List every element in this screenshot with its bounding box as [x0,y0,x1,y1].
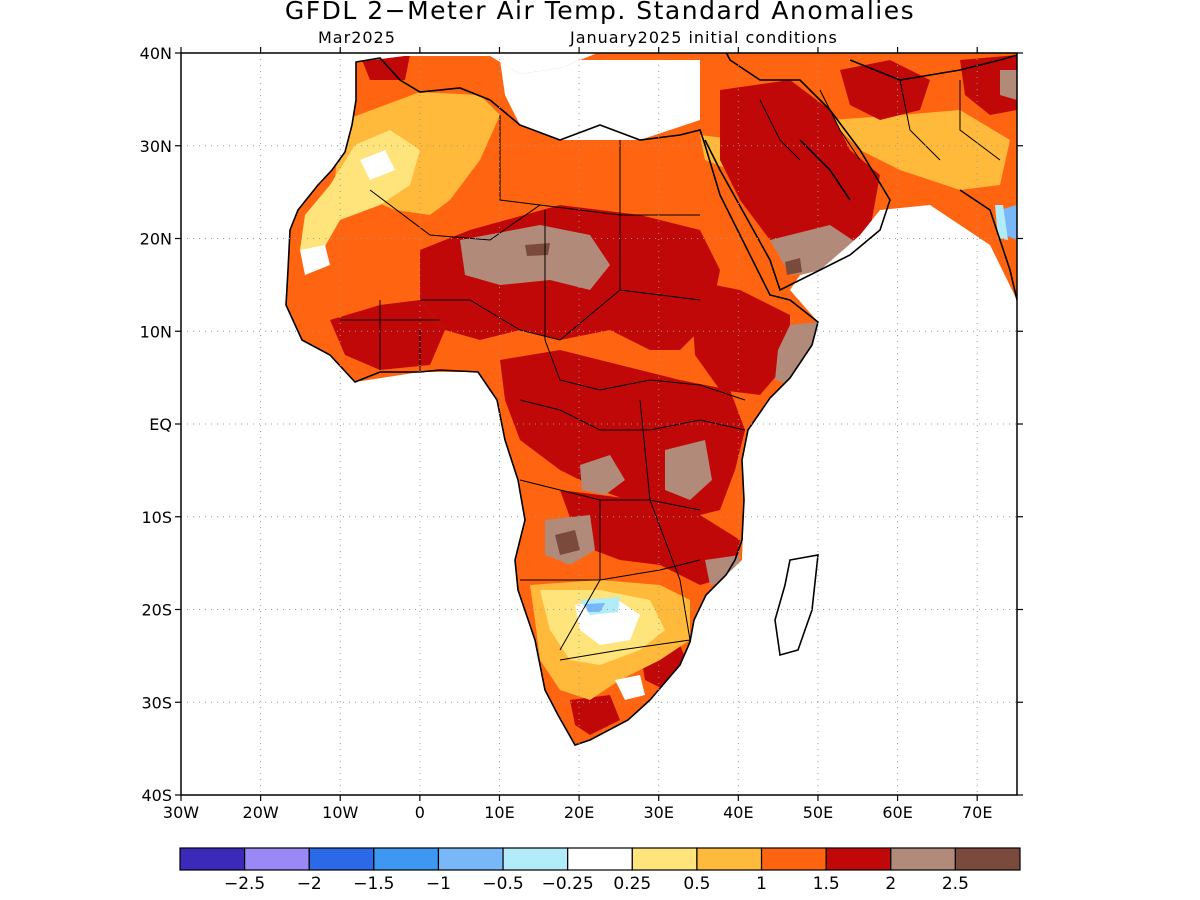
colorbar-swatch [760,847,827,871]
lon-tick-label: 10W [322,803,358,822]
colorbar-label: 1.5 [813,874,840,894]
colorbar-swatch [437,847,504,871]
colorbar-swatch [890,847,956,871]
lon-tick-label: 20E [564,803,594,822]
axis-ticks [175,47,1023,801]
colorbar-label: −0.25 [542,874,594,894]
shade-2-5-iran [1000,70,1017,100]
longitude-labels: 30W 20W 10W 0 10E 20E 30E 40E 50E 60E 70E [163,803,993,822]
colorbar-label: 2.5 [942,874,969,894]
colorbar-swatch [631,847,698,871]
colorbar-swatch [308,847,375,871]
anomaly-field [286,53,1017,745]
shade-neg-india-light [995,205,1008,240]
lon-tick-label: 30W [163,803,199,822]
shade-2-5-chad [460,225,610,290]
lat-tick-label: 40S [141,786,172,805]
shade-white-sahara [360,150,395,180]
lon-tick-label: 40E [723,803,753,822]
colorbar-label: −1.5 [353,874,394,894]
lat-tick-label: 10N [140,322,172,341]
shade-3-arabia-core [785,258,802,275]
lon-tick-label: 70E [962,803,992,822]
shade-2-5-tanzania [665,440,712,500]
lat-tick-label: EQ [149,415,172,434]
country-borders [340,79,1001,661]
colorbar-swatch [825,847,892,871]
lon-tick-label: 50E [803,803,833,822]
initial-conditions-label: January2025 initial conditions [570,28,838,47]
colorbar-labels: −2.5 −2 −1.5 −1 −0.5 −0.25 0.25 0.5 1 1.5 2 2.5 [224,874,969,894]
colorbar-swatch [244,847,310,871]
shade-2-hornofafrica [690,280,790,395]
shade-2-cape [570,695,620,735]
shade-2-nw [360,55,410,80]
lat-tick-label: 30S [141,693,172,712]
shade-3-chad-core [525,243,550,256]
shade-2-madagascar [775,555,818,655]
coastlines [285,53,1017,746]
colorbar-label: 0.5 [683,874,710,894]
colorbar-label: 2 [885,874,896,894]
colorbar-swatch [373,847,440,871]
lon-tick-label: 30E [643,803,673,822]
colorbar-label: −1 [426,874,451,894]
lon-tick-label: 20W [243,803,279,822]
colorbar [179,847,1021,871]
shade-2-5-congo [580,455,625,495]
colorbar-label: −0.5 [482,874,523,894]
lon-tick-label: 0 [415,803,425,822]
valid-month-label: Mar2025 [318,28,396,47]
latitude-labels: 40N 30N 20N 10N EQ 10S 20S 30S 40S [140,44,172,805]
shade-white-southafrica [615,675,645,700]
shade-3-angola-core [555,530,580,555]
colorbar-label: −2.5 [224,874,265,894]
colorbar-swatch [954,847,1021,871]
grid [181,53,1017,795]
lat-tick-label: 10S [141,508,172,527]
shade-white-north [500,60,700,140]
lat-tick-label: 20S [141,601,172,620]
map-title: GFDL 2−Meter Air Temp. Standard Anomalie… [284,0,916,25]
shade-2-iran [840,60,930,120]
colorbar-swatch [567,847,633,871]
lat-tick-label: 40N [140,44,172,63]
shade-2-westafrica [330,300,445,370]
colorbar-label: 1 [756,874,767,894]
colorbar-swatch [696,847,763,871]
lon-tick-label: 60E [882,803,912,822]
colorbar-swatch [502,847,569,871]
shade-white-sahel [300,245,330,275]
shade-0-5-arabia [830,110,1010,190]
lon-tick-label: 10E [484,803,514,822]
shade-2-5-somalia [775,322,820,385]
colorbar-swatch [179,847,246,871]
colorbar-label: 0.25 [613,874,651,894]
shade-2-arabia [720,80,880,265]
colorbar-label: −2 [297,874,322,894]
lat-tick-label: 30N [140,137,172,156]
shade-2-5-madagascar [780,612,795,640]
lat-tick-label: 20N [140,230,172,249]
